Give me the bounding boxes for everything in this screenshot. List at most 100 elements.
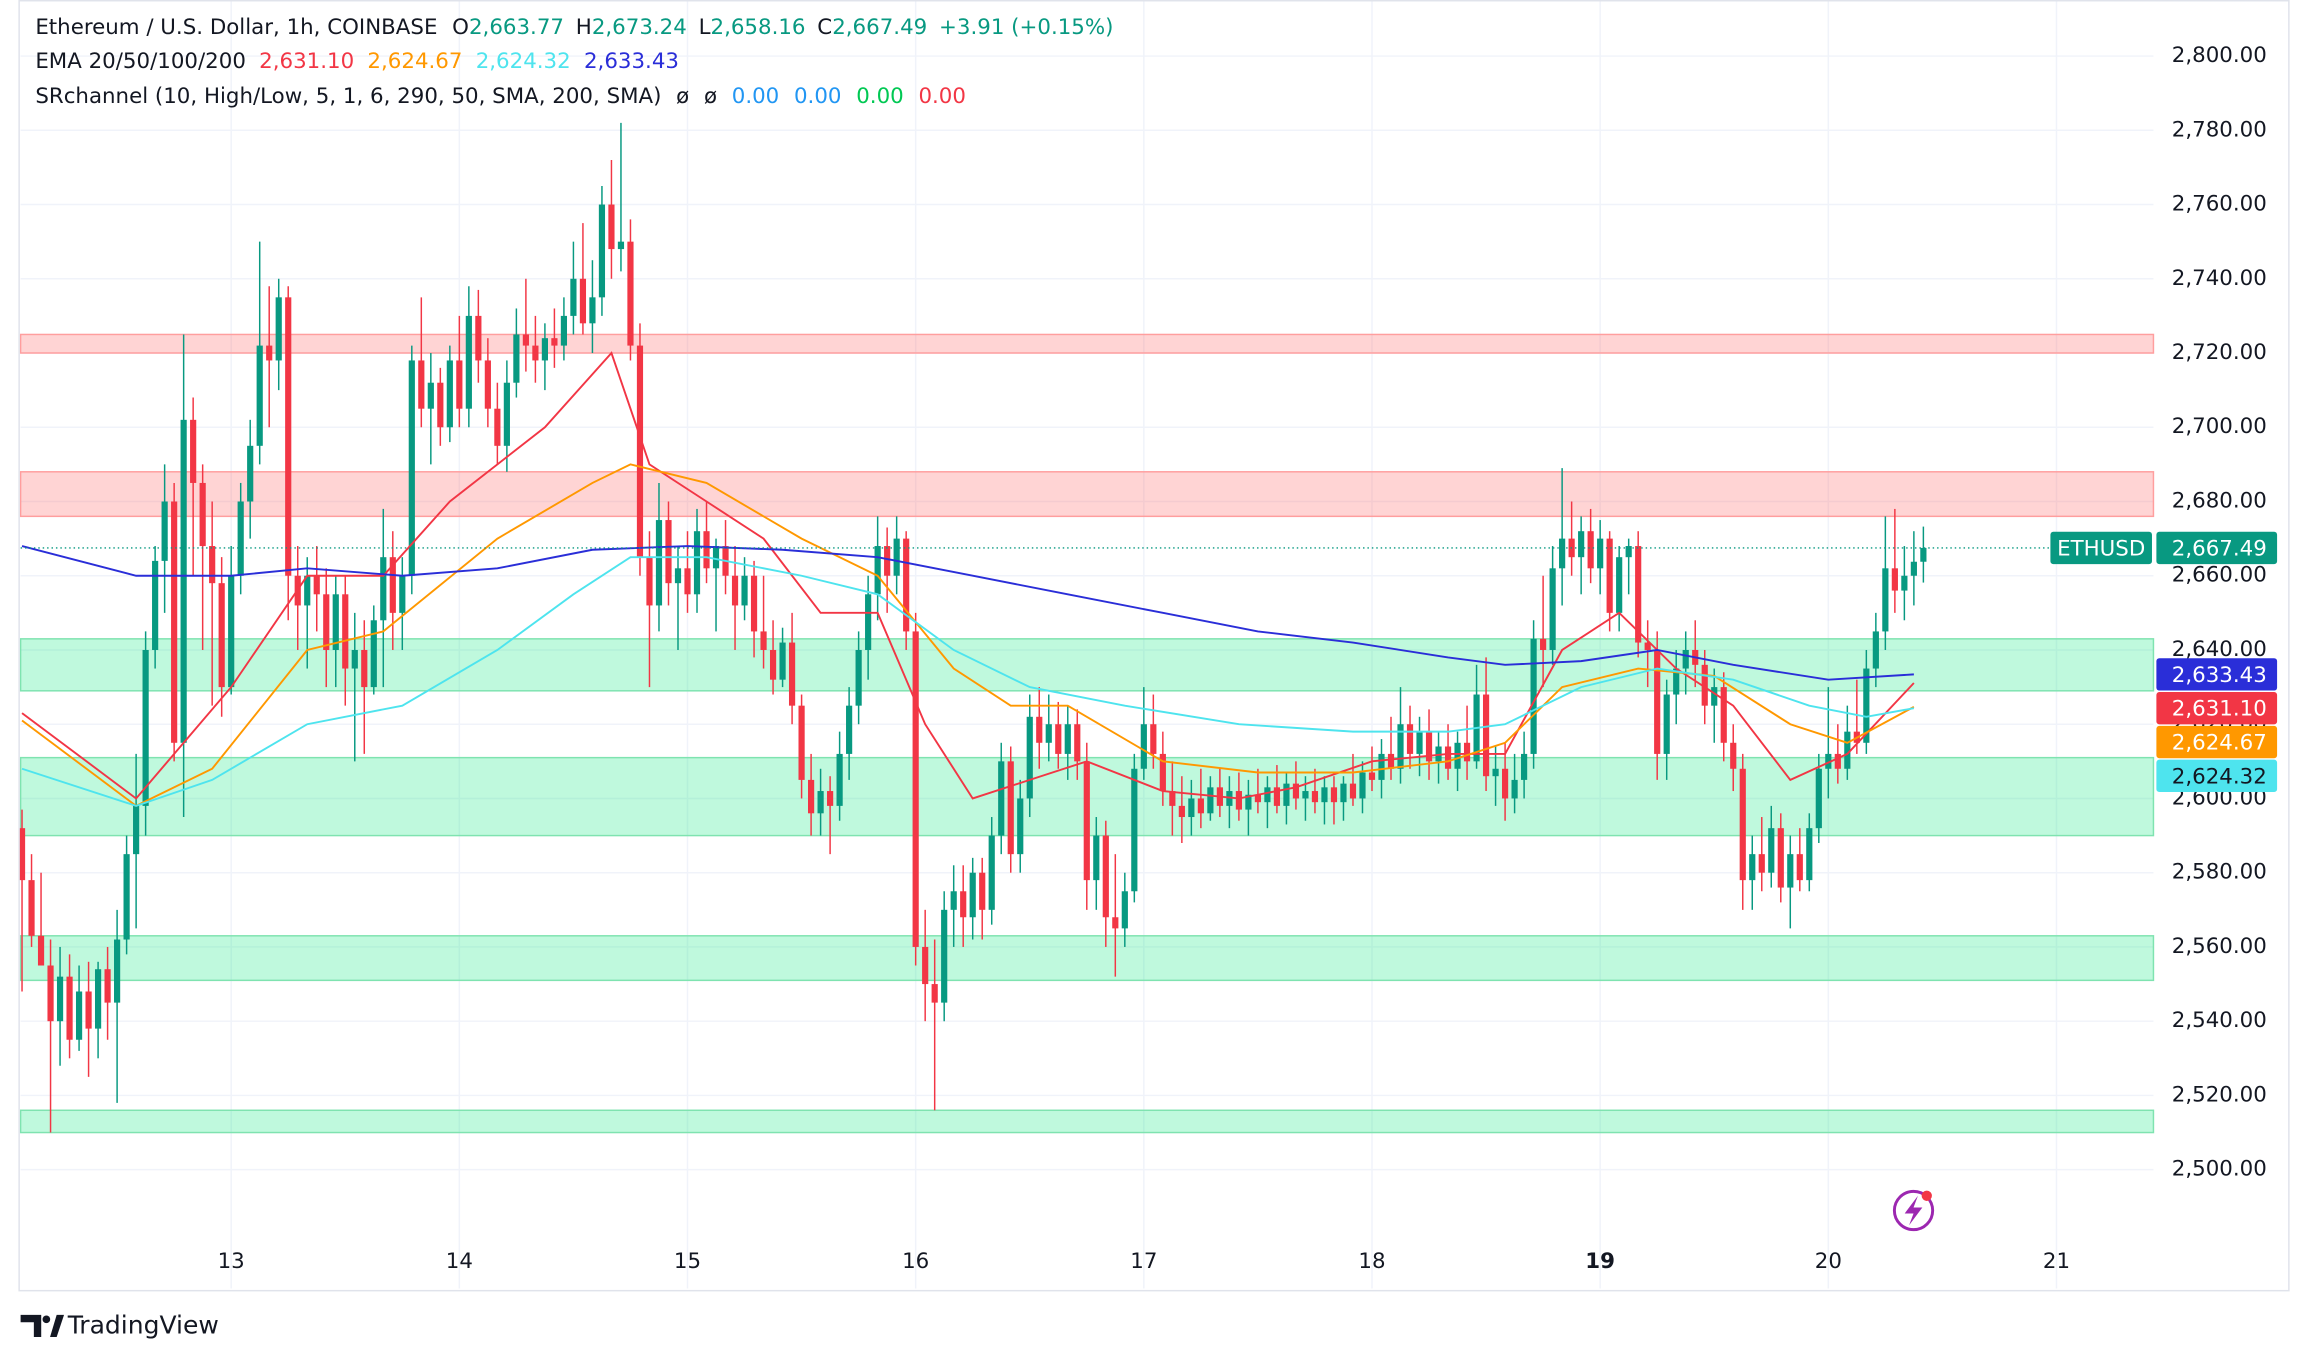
sr-value: ø bbox=[704, 84, 717, 109]
y-tick-label: 2,700.00 bbox=[2172, 414, 2267, 439]
y-tick-label: 2,740.00 bbox=[2172, 266, 2267, 291]
candle-body bbox=[846, 705, 853, 754]
candle-body bbox=[1292, 783, 1300, 799]
candle-body bbox=[1673, 668, 1680, 695]
candle-body bbox=[1321, 787, 1328, 803]
logo-shape[interactable] bbox=[20, 1314, 42, 1337]
candle-body bbox=[1102, 835, 1109, 918]
candle-body bbox=[1482, 694, 1490, 777]
lightning-icon[interactable] bbox=[1892, 1189, 1935, 1232]
candle-body bbox=[988, 835, 995, 910]
candle-body bbox=[94, 969, 102, 1029]
candle-body bbox=[741, 575, 748, 606]
candle-body bbox=[855, 649, 862, 706]
x-tick-label: 14 bbox=[446, 1249, 473, 1274]
candle-body bbox=[760, 631, 767, 650]
candle-body bbox=[513, 334, 520, 383]
icon-bolt[interactable] bbox=[1904, 1195, 1923, 1226]
ema-value: 2,624.32 bbox=[476, 49, 571, 74]
sr-value: 0.00 bbox=[732, 84, 780, 109]
candle-body bbox=[1055, 724, 1062, 754]
candle-body bbox=[351, 649, 358, 669]
candle-body bbox=[266, 345, 273, 361]
candle-body bbox=[503, 382, 510, 446]
candle-body bbox=[285, 297, 292, 576]
candle-body bbox=[342, 594, 349, 669]
logo-shape[interactable] bbox=[50, 1314, 65, 1337]
candle-body bbox=[1815, 768, 1822, 829]
candle-body bbox=[931, 984, 938, 1003]
candle-body bbox=[1606, 538, 1613, 613]
candle-body bbox=[1017, 798, 1024, 855]
candle-body bbox=[1891, 568, 1898, 591]
candle-body bbox=[218, 583, 225, 688]
candle-body bbox=[865, 594, 872, 650]
candle-body bbox=[1920, 547, 1927, 562]
candle-body bbox=[1730, 742, 1737, 769]
candle-body bbox=[1131, 768, 1138, 892]
ema-line bbox=[21, 556, 1915, 807]
sr-zone bbox=[19, 1109, 2155, 1134]
brand-logo[interactable]: TradingView bbox=[20, 1311, 219, 1340]
candle-body bbox=[1112, 917, 1119, 929]
candle-body bbox=[922, 946, 929, 985]
y-tick-label: 2,760.00 bbox=[2172, 192, 2267, 217]
brand-name[interactable]: TradingView bbox=[67, 1311, 219, 1340]
candle-body bbox=[1036, 716, 1043, 743]
candle-body bbox=[1074, 724, 1081, 762]
candle-body bbox=[1093, 835, 1100, 881]
candle-body bbox=[190, 419, 197, 483]
candle-body bbox=[1587, 531, 1594, 569]
x-tick-label: 21 bbox=[2043, 1249, 2070, 1274]
candle-body bbox=[1844, 731, 1851, 769]
candle-body bbox=[228, 575, 235, 688]
candle-body bbox=[1378, 753, 1385, 780]
candle-body bbox=[1283, 783, 1290, 806]
candle-body bbox=[884, 546, 891, 576]
logo-shape[interactable] bbox=[42, 1315, 51, 1324]
candle-body bbox=[903, 538, 910, 632]
ohlc-key: O bbox=[452, 15, 469, 40]
candle-body bbox=[570, 278, 577, 316]
candle-body bbox=[370, 620, 377, 688]
candle-body bbox=[589, 297, 596, 324]
candle-body bbox=[75, 991, 83, 1040]
ema-tag-text: 2,631.10 bbox=[2172, 697, 2267, 722]
candle-body bbox=[1178, 805, 1185, 818]
candle-body bbox=[1787, 854, 1794, 888]
y-tick-label: 2,660.00 bbox=[2172, 563, 2267, 588]
candle-body bbox=[617, 241, 625, 250]
candle-body bbox=[1397, 724, 1404, 769]
candle-body bbox=[1825, 753, 1832, 769]
candle-body bbox=[1711, 687, 1718, 706]
candle-body bbox=[750, 575, 758, 632]
y-tick-label: 2,560.00 bbox=[2172, 934, 2267, 959]
symbol-title: Ethereum / U.S. Dollar, 1h, COINBASE bbox=[35, 15, 437, 40]
candle-body bbox=[1910, 561, 1917, 576]
candle-body bbox=[1796, 854, 1803, 881]
candle-body bbox=[399, 575, 406, 613]
x-tick-label: 18 bbox=[1358, 1249, 1385, 1274]
candle-body bbox=[171, 501, 178, 743]
candle-body bbox=[1273, 787, 1281, 806]
candle-body bbox=[1416, 731, 1423, 754]
candle-body bbox=[1578, 531, 1585, 558]
candle-body bbox=[960, 891, 967, 918]
candle-body bbox=[769, 649, 777, 680]
candle-body bbox=[560, 315, 568, 346]
candle-body bbox=[1521, 753, 1528, 780]
candle-body bbox=[1549, 568, 1556, 650]
candle-body bbox=[1245, 794, 1252, 810]
candle-body bbox=[256, 345, 263, 446]
candle-body bbox=[1302, 791, 1309, 799]
candle-body bbox=[912, 631, 919, 947]
icon-dot[interactable] bbox=[1921, 1190, 1932, 1201]
candle-body bbox=[313, 575, 320, 595]
candle-body bbox=[1425, 731, 1433, 762]
candle-body bbox=[180, 419, 187, 743]
candle-body bbox=[1597, 538, 1604, 569]
sr-zone bbox=[19, 935, 2155, 982]
candle-body bbox=[361, 649, 368, 688]
ohlc-value: 2,658.16 bbox=[711, 15, 806, 40]
candle-body bbox=[114, 939, 121, 1003]
